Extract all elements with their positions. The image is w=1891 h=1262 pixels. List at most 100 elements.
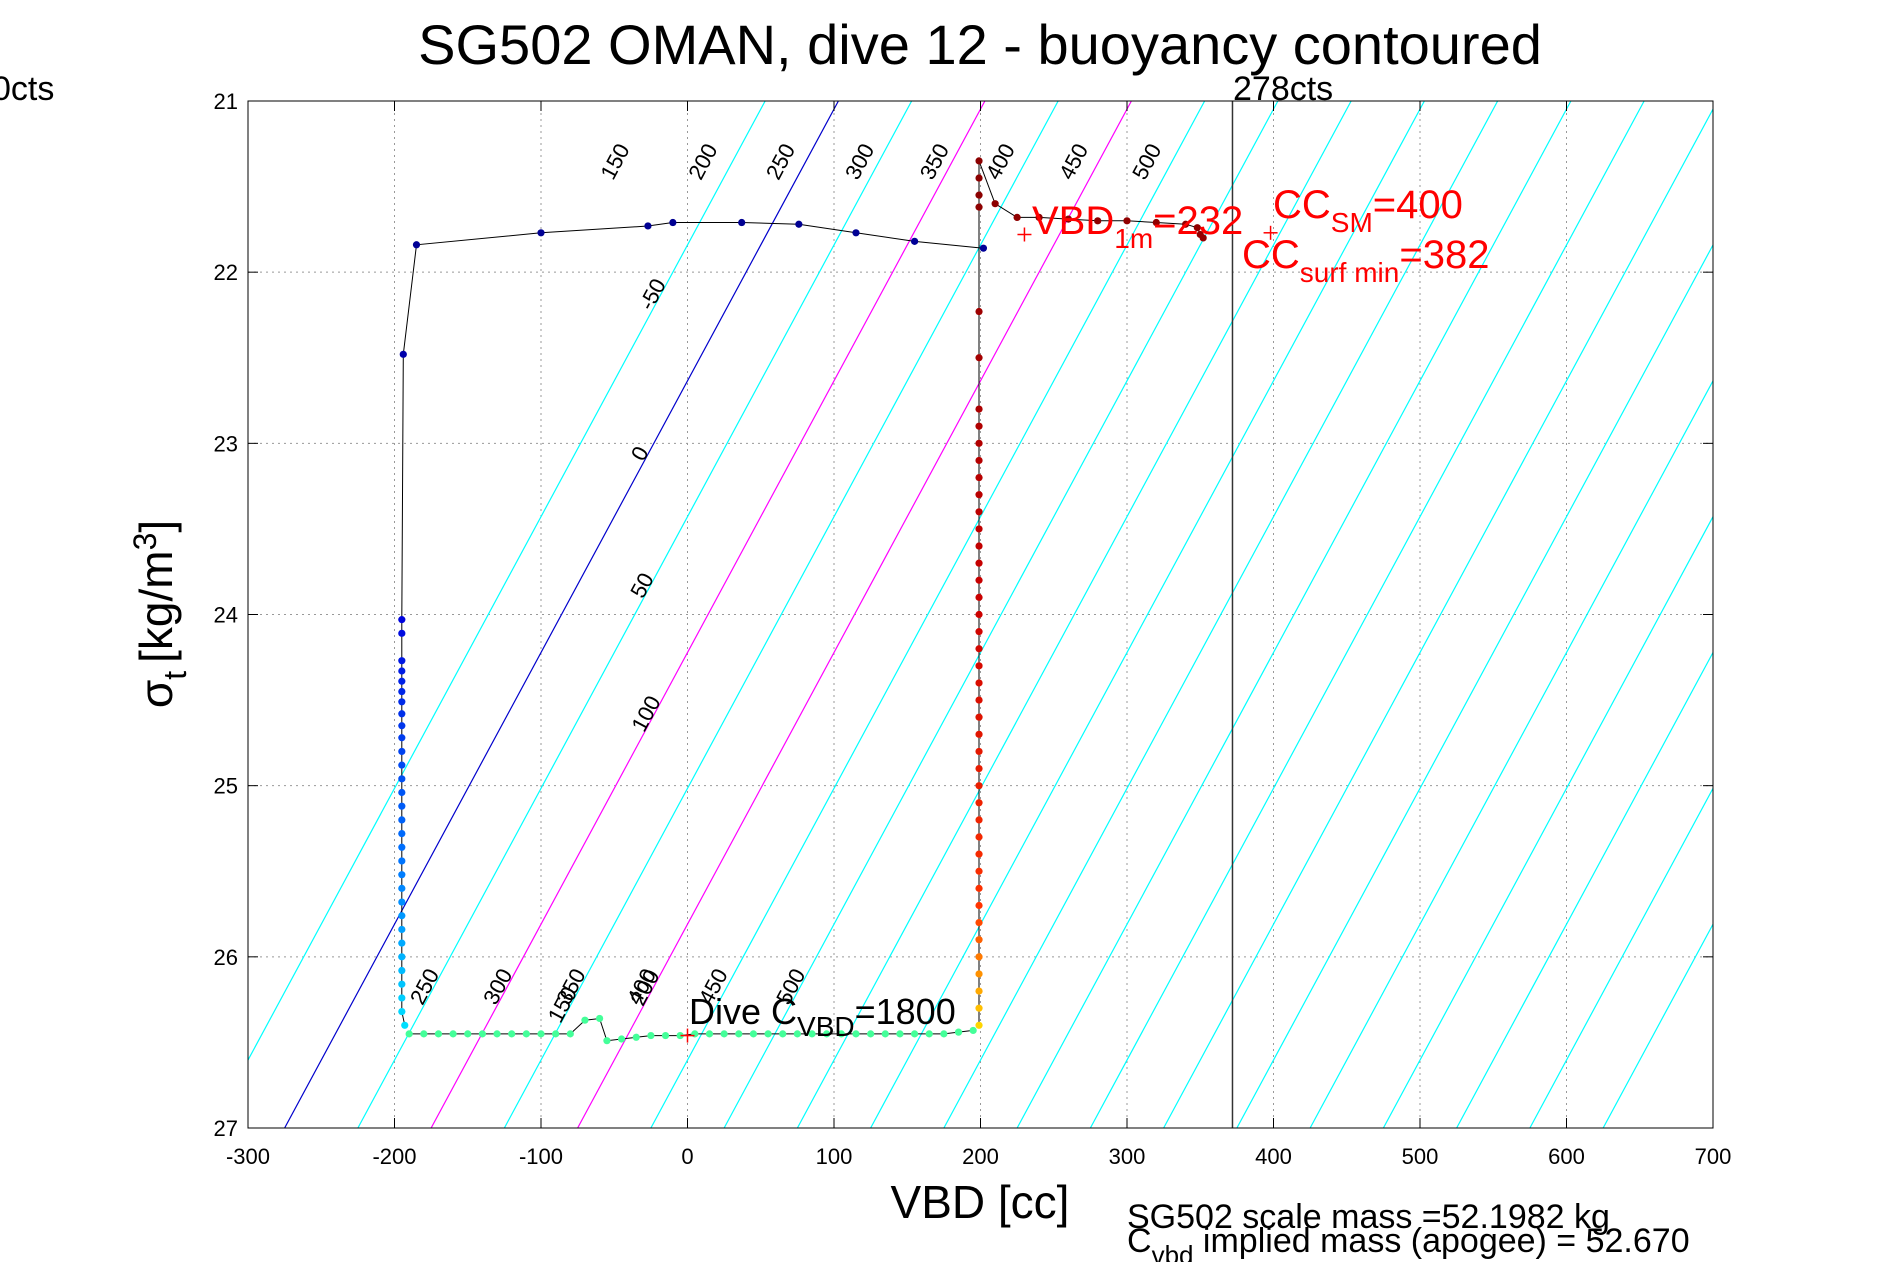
data-point-bottom	[537, 1030, 545, 1038]
data-point-descent	[398, 912, 406, 920]
data-point-ascent	[975, 1004, 983, 1012]
contour-line	[503, 101, 1059, 1128]
data-point-bottom	[735, 1030, 743, 1038]
dive-cvbd-main: Dive C	[689, 991, 797, 1032]
data-point-bottom	[405, 1030, 413, 1038]
data-point-descent	[399, 350, 407, 358]
contour-line	[1089, 101, 1645, 1128]
data-point-descent	[852, 229, 860, 237]
vbd-1m-annotation: VBD1m=232	[1032, 199, 1243, 254]
data-point-descent	[795, 220, 803, 228]
contour-lines	[248, 101, 1713, 1128]
x-tick-label: 200	[962, 1144, 999, 1169]
contour-line	[357, 101, 913, 1128]
dive-cvbd-sub: VBD	[797, 1011, 855, 1042]
data-point-ascent	[975, 628, 983, 636]
data-point-descent	[979, 244, 988, 252]
data-point-descent	[398, 616, 406, 624]
data-point-bottom	[764, 1030, 772, 1038]
x-tick-label: -300	[226, 1144, 270, 1169]
data-point-ascent	[975, 953, 983, 961]
data-point-ascent	[975, 456, 983, 465]
series-points	[398, 157, 1207, 1045]
data-point-descent	[401, 1021, 409, 1029]
vbd-1m-sub: 1m	[1114, 223, 1153, 254]
x-tick-label: -100	[519, 1144, 563, 1169]
data-point-descent	[669, 218, 677, 227]
data-point-descent	[398, 925, 406, 934]
data-point-ascent	[975, 491, 983, 499]
dive-cvbd-value: =1800	[855, 991, 956, 1032]
x-axis-label: VBD [cc]	[891, 1176, 1070, 1228]
data-point-descent	[910, 237, 919, 245]
data-point-bottom	[449, 1030, 457, 1038]
data-point-ascent	[975, 747, 983, 756]
data-point-descent	[398, 775, 406, 783]
data-point-descent	[644, 222, 652, 230]
data-point-bottom	[793, 1030, 801, 1038]
data-point-ascent	[975, 439, 983, 447]
data-point-descent	[398, 761, 406, 769]
data-point-bottom	[837, 1030, 845, 1038]
data-point-bottom	[508, 1030, 516, 1038]
data-point-bottom	[808, 1030, 816, 1038]
contour-line	[1016, 101, 1572, 1128]
y-tick-label: 25	[214, 774, 238, 799]
y-tick-label: 24	[214, 603, 238, 628]
y-label-unit-post: ]	[130, 520, 182, 533]
contour-line	[1236, 243, 1713, 1128]
dive-cvbd-annotation: Dive CVBD=1800	[689, 991, 956, 1042]
data-point-bottom	[881, 1030, 889, 1038]
data-point-bottom	[779, 1030, 787, 1038]
data-point-ascent	[975, 970, 983, 978]
data-point-descent	[398, 1008, 406, 1016]
data-point-descent	[398, 788, 406, 797]
data-point-descent	[398, 871, 406, 879]
data-point-bottom	[603, 1037, 611, 1045]
data-point-ascent	[1199, 234, 1207, 242]
data-point-ascent	[975, 307, 983, 316]
x-tick-label: 100	[816, 1144, 853, 1169]
vbd-1m-main: VBD	[1032, 199, 1114, 243]
cc-sm-sub: SM	[1331, 207, 1373, 238]
data-point-bottom	[954, 1028, 963, 1036]
data-point-bottom	[705, 1030, 714, 1038]
data-point-ascent	[975, 525, 983, 533]
data-point-ascent	[1094, 217, 1102, 225]
data-point-bottom	[823, 1030, 831, 1038]
y-label-sub: t	[157, 671, 193, 680]
data-point-bottom	[940, 1030, 948, 1038]
data-point-bottom	[896, 1030, 904, 1038]
data-point-ascent	[975, 559, 983, 567]
contour-line	[943, 101, 1499, 1128]
chart-title: SG502 OMAN, dive 12 - buoyancy contoured	[418, 13, 1542, 76]
y-axis-label: σt [kg/m3]	[127, 520, 193, 708]
data-point-ascent	[975, 593, 983, 601]
data-point-ascent	[975, 782, 983, 790]
data-point-ascent	[975, 799, 983, 807]
data-point-ascent	[975, 174, 983, 182]
data-point-ascent	[975, 987, 983, 995]
data-point-ascent	[975, 936, 983, 944]
data-point-bottom	[552, 1030, 560, 1038]
data-point-ascent	[1013, 213, 1021, 221]
data-point-ascent	[975, 191, 983, 199]
data-point-ascent	[1064, 215, 1072, 223]
y-label-unit-pre: [kg/m	[130, 550, 182, 662]
data-point-descent	[398, 687, 406, 696]
data-point-ascent	[975, 696, 983, 704]
data-point-descent	[398, 898, 406, 906]
scale-mass-text: SG502 scale mass =52.1982 kg	[1127, 1198, 1610, 1236]
data-point-ascent	[1182, 220, 1190, 228]
data-point-ascent	[1193, 224, 1201, 232]
vbd-1m-value: =232	[1153, 199, 1243, 243]
y-label-unit-sup: 3	[127, 533, 163, 551]
data-point-ascent	[975, 473, 983, 482]
data-point-ascent	[975, 867, 983, 875]
contour-line	[1529, 787, 1713, 1128]
data-point-descent	[398, 629, 406, 637]
contour-line	[1309, 379, 1713, 1128]
data-point-descent	[398, 747, 406, 756]
data-point-ascent	[975, 422, 983, 430]
